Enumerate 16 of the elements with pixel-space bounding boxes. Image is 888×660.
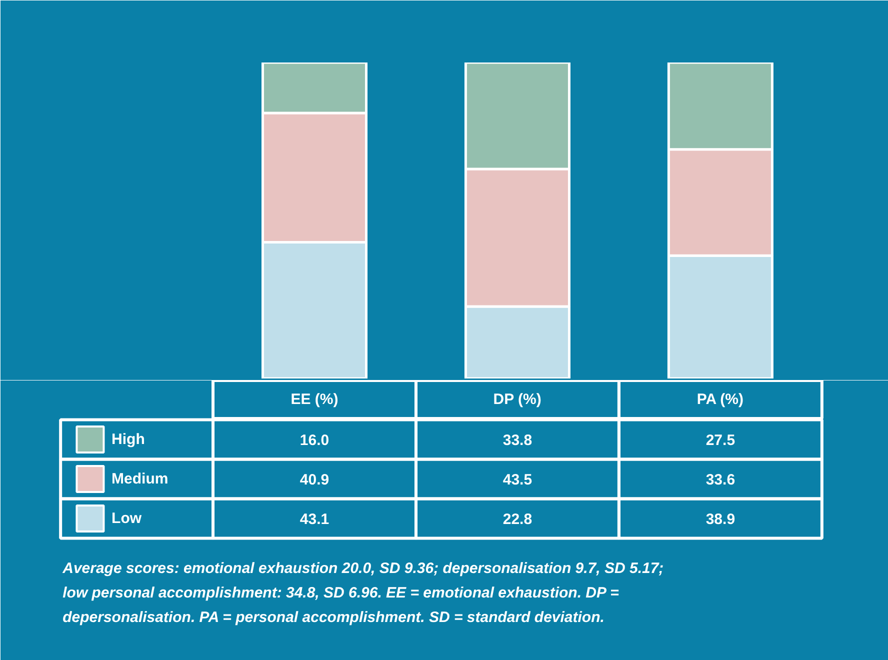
data-label: 38.9 [706,511,736,528]
x-tick-label: PA (%) [696,391,744,408]
data-label: 27.5 [706,432,736,449]
x-tick-label: EE (%) [290,391,338,408]
data-label: 40.9 [300,472,330,488]
legend-label: High [112,431,145,448]
data-label: 33.8 [502,432,532,449]
data-label: 16.0 [300,432,330,449]
legend-label: Low [112,510,142,527]
data-label: 43.1 [300,511,330,528]
data-label: 43.5 [502,472,532,488]
x-tick-label: DP (%) [493,391,542,408]
data-label: 22.8 [502,511,532,528]
text: Average scores: emotional exhaustion 20.0, SD 9.36; depersonalisation 9.7, SD 5.17; low personal accomplishment: 34.8, SD 6.96. EE = emotional exhaustion. DP = depersonalisation. PA = personal accomplishment. SD = standard deviation. [62,560,664,626]
data-label: 33.6 [706,472,736,488]
legend-label: Medium [112,470,168,488]
